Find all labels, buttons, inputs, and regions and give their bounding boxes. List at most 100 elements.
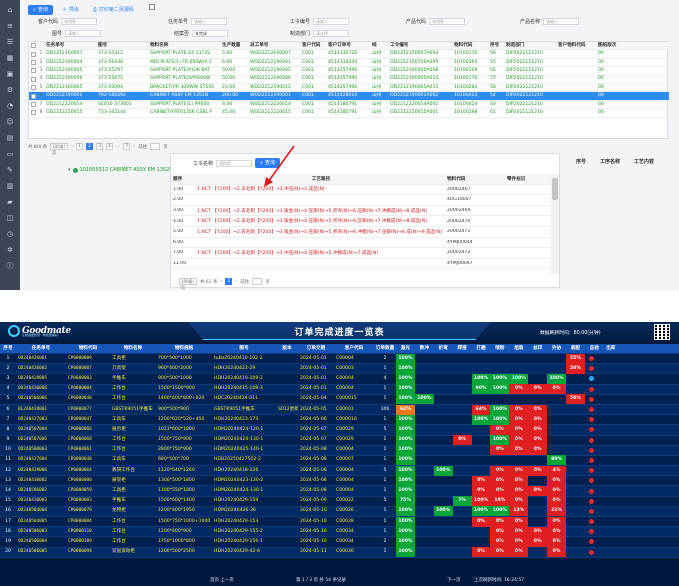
- grid-column-header[interactable]: 图纸版次: [598, 42, 617, 48]
- expand-icon[interactable]: ▾: [68, 167, 71, 173]
- next-page-icon[interactable]: ›: [133, 144, 136, 149]
- route-row[interactable]: 11.00 4YMJ00047: [171, 259, 551, 270]
- grid-row[interactable]: 6 OD2212190001 792-160292 CABINET ASSY EM 1…: [29, 92, 669, 101]
- row-checkbox[interactable]: [31, 59, 36, 65]
- prev-page-icon[interactable]: ‹: [220, 279, 223, 284]
- order-row[interactable]: 15 OD240430003 CP0000083 手推车 1500*600*1400 HD…: [0, 496, 679, 507]
- department-select[interactable]: 请选择: [313, 29, 350, 37]
- order-row[interactable]: 18 OD240506003 CP0000110 工作台 1200*600*900 HDH…: [0, 526, 679, 538]
- grid-column-header[interactable]: 物料代码: [454, 42, 473, 48]
- page-4[interactable]: 4: [105, 143, 113, 150]
- clock-icon[interactable]: ◷: [6, 230, 14, 238]
- row-checkbox[interactable]: [31, 101, 36, 107]
- route-row[interactable]: 1.00 1.NCT 【Y200】→2.去毛刺【Y200】→3.冲压(N)→4.成…: [171, 185, 551, 196]
- order-row[interactable]: 13 OD240430002 CP0000080 展架柜 1300*500*1800 HD…: [0, 475, 679, 487]
- scrollbar-thumb[interactable]: [552, 178, 558, 200]
- order-row[interactable]: 3 OD240429005 CP0000003 手推车 900*500*1000 HDH2…: [0, 373, 679, 385]
- goto-input[interactable]: [150, 143, 161, 150]
- order-row[interactable]: 6 BL240428001 CP0000077 GBSTK9051手推车 900*500…: [0, 404, 679, 416]
- order-row[interactable]: 14 OD240506002 CP0000059 工具柜 1100*550*1800 HD…: [0, 486, 679, 497]
- grid-column-header[interactable]: 客户订单号: [328, 42, 351, 48]
- order-row[interactable]: 12 OD240429006 CP0000064 教研工作台 1120*640*1260…: [0, 465, 679, 477]
- grid-column-header[interactable]: 制造部门: [506, 42, 525, 48]
- order-row[interactable]: 1 OD240426001 CP0000009 工具柜 700*500*1000 tuBz…: [0, 353, 679, 365]
- work-order-input[interactable]: 请输入: [313, 17, 350, 25]
- truck-icon[interactable]: ▰: [7, 198, 13, 206]
- row-checkbox[interactable]: [31, 51, 36, 57]
- order-row[interactable]: 4 OD240430006 CP0000004 工作台 1500*1500*900 HDH…: [0, 384, 679, 395]
- settings-icon[interactable]: ✲: [7, 246, 13, 254]
- grid-column-header[interactable]: 线: [372, 42, 377, 48]
- route-row[interactable]: 6.00 4YMJ00044: [171, 238, 551, 249]
- next-page-link[interactable]: 下一页: [447, 578, 461, 583]
- grid-column-header[interactable]: 客户物料代码: [558, 42, 586, 48]
- row-checkbox[interactable]: [31, 93, 36, 99]
- grid-column-header[interactable]: 任务单号: [46, 42, 65, 48]
- grid-column-header[interactable]: 图号: [98, 42, 108, 48]
- task-number-input[interactable]: 请输入: [191, 17, 228, 25]
- row-checkbox[interactable]: [31, 110, 36, 116]
- page-1[interactable]: 1: [75, 143, 83, 150]
- home-icon[interactable]: ⌂: [7, 6, 13, 14]
- closed-select[interactable]: 未完成: [192, 29, 229, 37]
- user-icon[interactable]: ☺: [6, 118, 14, 126]
- prev-page-icon[interactable]: ‹: [71, 144, 73, 149]
- order-row[interactable]: 16 OD240504004 CP0000079 龙物柜 1200*400*1950 HD…: [0, 506, 679, 517]
- toolbar-checkbox[interactable]: [148, 4, 155, 10]
- page-3[interactable]: 3: [95, 143, 103, 150]
- tool-icon[interactable]: ✎: [7, 166, 13, 174]
- document-icon[interactable]: ▤: [6, 134, 14, 142]
- route-row[interactable]: 5.00 1.NCT 【Y200】→2.去毛刺【Y200】→3.钣金(N)→4.压…: [171, 227, 551, 238]
- grid-row[interactable]: 3 OD2212190005 373-55297 SUPPORT PLATE(R)OK…: [29, 67, 669, 76]
- grid-row[interactable]: 4 OD2212190006 373-55675 SUPPORT PLATE(SPR6…: [29, 76, 669, 84]
- route-goto-input[interactable]: [252, 278, 263, 285]
- bom-tree-node[interactable]: ▾ 101005512 CABINET ASSY EM 1352N: [68, 167, 174, 173]
- order-row[interactable]: 17 OD240504005 CP0000084 工作台 1500*750*1000+1…: [0, 516, 679, 528]
- order-row[interactable]: 11 OD240427004 CP0000048 工具车 680*500*700 HDB2…: [0, 455, 679, 467]
- product-name-input[interactable]: 请输入: [543, 17, 580, 25]
- info-icon[interactable]: ⓘ: [6, 262, 14, 270]
- order-row[interactable]: 2 OD240426002 CP0000007 刀具架 960*400*2000 HDH2…: [0, 363, 679, 375]
- drawing-input[interactable]: 请输入: [65, 29, 102, 37]
- select-all-checkbox[interactable]: [31, 43, 36, 49]
- report-icon[interactable]: ◫: [6, 214, 14, 222]
- route-page-size-select[interactable]: 100条/页: [179, 278, 197, 290]
- route-search-button[interactable]: ⌕ 查询: [255, 158, 280, 168]
- calendar-icon[interactable]: ▥: [6, 182, 14, 190]
- row-checkbox[interactable]: [31, 85, 36, 91]
- route-row[interactable]: 2.00 4UG10007: [171, 195, 551, 206]
- grid-column-header[interactable]: 序号: [490, 42, 500, 48]
- route-row[interactable]: 7.00 1.NCT 【Y200】→2.去毛刺【Y200】→3.冲压(N)→4.压…: [171, 248, 551, 259]
- product-code-input[interactable]: 请搜索: [429, 17, 466, 25]
- route-row[interactable]: 4.00 1.NCT 【Y200】→2.去毛刺【Y200】→3.钣金(N)→4.压…: [171, 216, 551, 227]
- route-scrollbar[interactable]: [551, 174, 559, 274]
- grid-column-header[interactable]: 客户代码: [302, 42, 321, 48]
- grid-row[interactable]: 7 OD2212220014 SE016-373001 SUPPORT PLATE(1…: [29, 101, 669, 110]
- search-button[interactable]: ⌕ 查询: [28, 5, 53, 15]
- print-button[interactable]: ⎙ 打印第二页报码: [92, 7, 134, 13]
- order-row[interactable]: 9 OD240507006 CP0000068 工作台 1500*750*900 HDM2…: [0, 435, 679, 446]
- order-row[interactable]: 5 OD240506006 CP0000048 工作台 1400*600*800+920…: [0, 394, 679, 405]
- order-row[interactable]: 8 OD240507004 CP0000066 展示柜 1023*600*1800 HDM…: [0, 424, 679, 436]
- first-prev-links[interactable]: 首页 上一页: [210, 578, 234, 583]
- order-row[interactable]: 7 OD240427003 CP0000047 工具车 1200*620*520+450…: [0, 414, 679, 426]
- grid-column-header[interactable]: 派工单号: [250, 42, 269, 48]
- row-checkbox[interactable]: [31, 68, 36, 74]
- menu-icon[interactable]: ≡: [7, 22, 13, 30]
- grid-row[interactable]: 1 OD2212160007 373-55312 SUPPORT PLATE-24 1…: [29, 50, 669, 59]
- next-page-icon[interactable]: ›: [235, 279, 238, 284]
- grid-column-header[interactable]: 物料名称: [150, 42, 169, 48]
- grid-column-header[interactable]: 生产数量: [222, 42, 241, 48]
- page-2[interactable]: 2: [85, 143, 93, 150]
- page-7[interactable]: 7: [123, 143, 131, 150]
- order-row[interactable]: 19 OD240506004 CP0000109 工作台 1750*1000*800 HD…: [0, 536, 679, 548]
- chart-icon[interactable]: ◔: [6, 102, 14, 110]
- row-checkbox[interactable]: [31, 76, 36, 82]
- customer-code-input[interactable]: 请搜索: [61, 17, 98, 25]
- grid-column-header[interactable]: 工令编号: [390, 42, 409, 48]
- route-page-1[interactable]: 1: [225, 278, 233, 285]
- list-icon[interactable]: ☰: [6, 38, 14, 46]
- export-button[interactable]: ＋ 导出: [61, 7, 79, 13]
- route-search-input[interactable]: 请搜索: [216, 159, 253, 167]
- grid-row[interactable]: 8 OD2212220015 733-342144 CABINET(FRT6135K …: [29, 109, 669, 118]
